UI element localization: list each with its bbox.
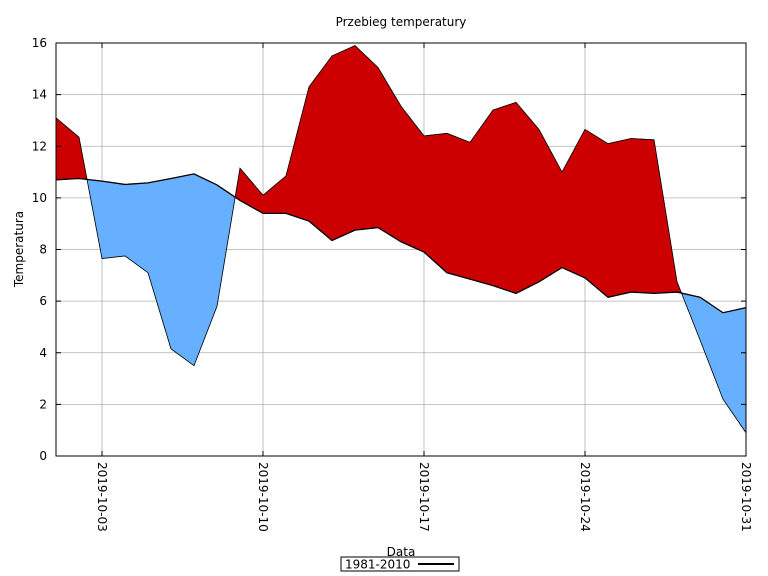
area-segment bbox=[101, 180, 126, 259]
chart-title: Przebieg temperatury bbox=[336, 15, 467, 29]
area-segment bbox=[124, 182, 149, 274]
area-segment bbox=[377, 66, 402, 243]
x-axis: 2019-10-03 2019-10-10 2019-10-17 2019-10-24… bbox=[95, 43, 753, 532]
area-segment bbox=[423, 133, 448, 274]
y-tick-label: 14 bbox=[32, 88, 47, 102]
y-tick-label: 6 bbox=[39, 294, 47, 308]
legend-box bbox=[340, 556, 460, 572]
series-line-1981-2010 bbox=[55, 173, 747, 314]
x-tick-label: 2019-10-31 bbox=[739, 462, 753, 532]
y-tick-label: 10 bbox=[32, 191, 47, 205]
area-segment bbox=[354, 44, 379, 231]
y-tick-label: 4 bbox=[39, 346, 47, 360]
area-segment bbox=[285, 86, 310, 222]
series-line-2019 bbox=[55, 45, 747, 433]
area-segment bbox=[561, 129, 586, 279]
area-segment bbox=[538, 129, 563, 283]
area-fills bbox=[55, 44, 747, 434]
y-tick-label: 12 bbox=[32, 139, 47, 153]
area-segment bbox=[584, 128, 609, 298]
area-segment bbox=[400, 105, 425, 253]
series-lines bbox=[55, 45, 747, 433]
y-axis: 0 2 4 6 8 10 12 14 16 bbox=[32, 36, 746, 463]
x-tick-label: 2019-10-17 bbox=[417, 462, 431, 532]
x-axis-label: Data bbox=[387, 545, 416, 559]
area-segment bbox=[469, 109, 494, 287]
area-segment bbox=[446, 132, 471, 280]
x-tick-label: 2019-10-24 bbox=[578, 462, 592, 532]
area-segment bbox=[607, 138, 632, 298]
y-axis-label: Temperatura bbox=[12, 211, 26, 288]
area-segment bbox=[331, 45, 356, 241]
x-tick-label: 2019-10-03 bbox=[95, 462, 109, 532]
legend: 1981-2010 bbox=[340, 556, 460, 572]
y-tick-label: 8 bbox=[39, 243, 47, 257]
area-segment bbox=[308, 55, 333, 242]
y-tick-label: 0 bbox=[39, 449, 47, 463]
area-segment bbox=[492, 101, 517, 294]
area-segment bbox=[630, 138, 655, 294]
area-segment bbox=[262, 175, 287, 214]
area-segment bbox=[147, 178, 172, 349]
y-tick-label: 16 bbox=[32, 36, 47, 50]
x-tick-label: 2019-10-10 bbox=[256, 462, 270, 532]
legend-entry-label: 1981-2010 bbox=[345, 558, 410, 572]
area-segment bbox=[722, 307, 747, 434]
area-segment bbox=[170, 173, 195, 367]
area-segment bbox=[515, 101, 540, 294]
y-tick-label: 2 bbox=[39, 397, 47, 411]
